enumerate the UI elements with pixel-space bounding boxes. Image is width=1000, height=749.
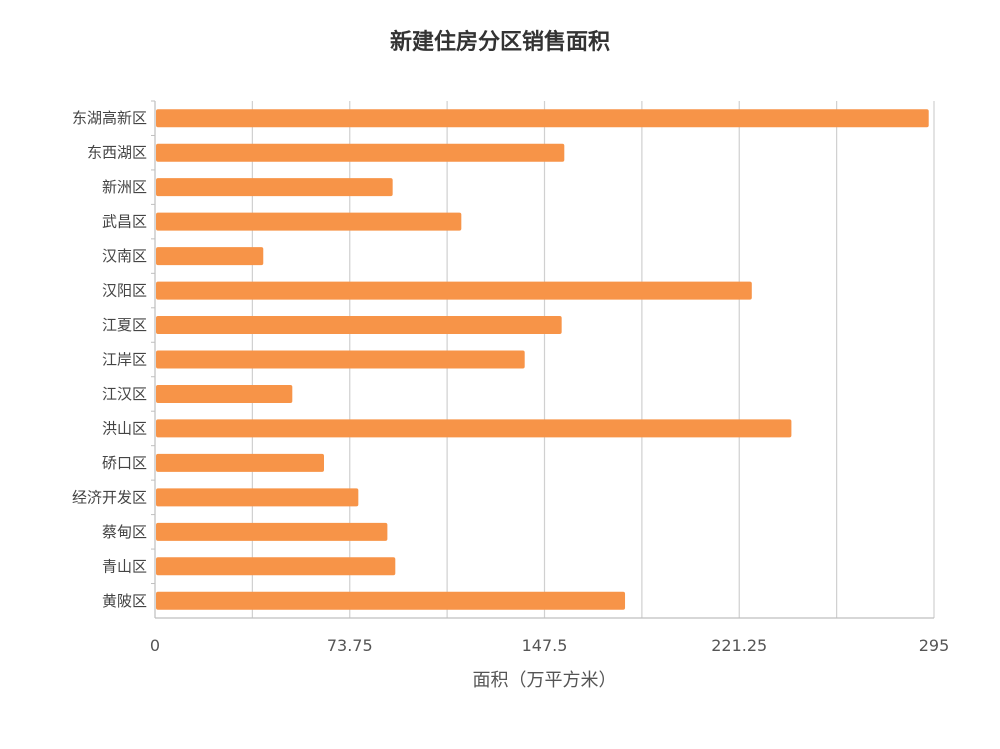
labels: 东湖高新区东西湖区新洲区武昌区汉南区汉阳区江夏区江岸区江汉区洪山区硚口区经济开发… (72, 109, 949, 691)
x-tick-label: 0 (150, 636, 160, 655)
category-label: 青山区 (102, 557, 147, 575)
x-tick-label: 295 (919, 636, 950, 655)
axes (151, 100, 934, 619)
bar-3 (156, 178, 393, 197)
bar-13 (156, 522, 388, 541)
chart-title: 新建住房分区销售面积 (389, 30, 610, 55)
x-tick-label: 73.75 (327, 636, 373, 655)
category-label: 硚口区 (102, 454, 147, 472)
category-label: 江夏区 (102, 316, 147, 334)
category-label: 江汉区 (102, 385, 147, 403)
category-label: 武昌区 (102, 213, 147, 231)
category-label: 经济开发区 (72, 488, 147, 506)
bar-7 (156, 316, 562, 335)
bar-2 (156, 143, 565, 162)
category-label: 汉阳区 (102, 282, 147, 300)
bar-11 (156, 453, 325, 472)
bar-12 (156, 488, 359, 507)
bar-8 (156, 350, 525, 369)
category-label: 东湖高新区 (72, 109, 147, 127)
category-label: 江岸区 (102, 351, 147, 369)
bars (156, 109, 929, 610)
x-axis-title: 面积（万平方米） (473, 670, 617, 691)
category-label: 新洲区 (102, 178, 147, 196)
bar-9 (156, 384, 293, 403)
category-label: 东西湖区 (87, 144, 147, 162)
bar-1 (156, 109, 929, 128)
category-label: 黄陂区 (102, 592, 147, 610)
bar-5 (156, 247, 264, 266)
bar-10 (156, 419, 792, 438)
bar-4 (156, 212, 462, 231)
x-tick-label: 221.25 (711, 636, 767, 655)
category-label: 汉南区 (102, 247, 147, 265)
bar-15 (156, 591, 626, 610)
x-tick-label: 147.5 (522, 636, 568, 655)
category-label: 洪山区 (102, 419, 147, 437)
category-label: 蔡甸区 (102, 523, 147, 541)
bar-6 (156, 281, 752, 300)
bar-14 (156, 557, 396, 576)
